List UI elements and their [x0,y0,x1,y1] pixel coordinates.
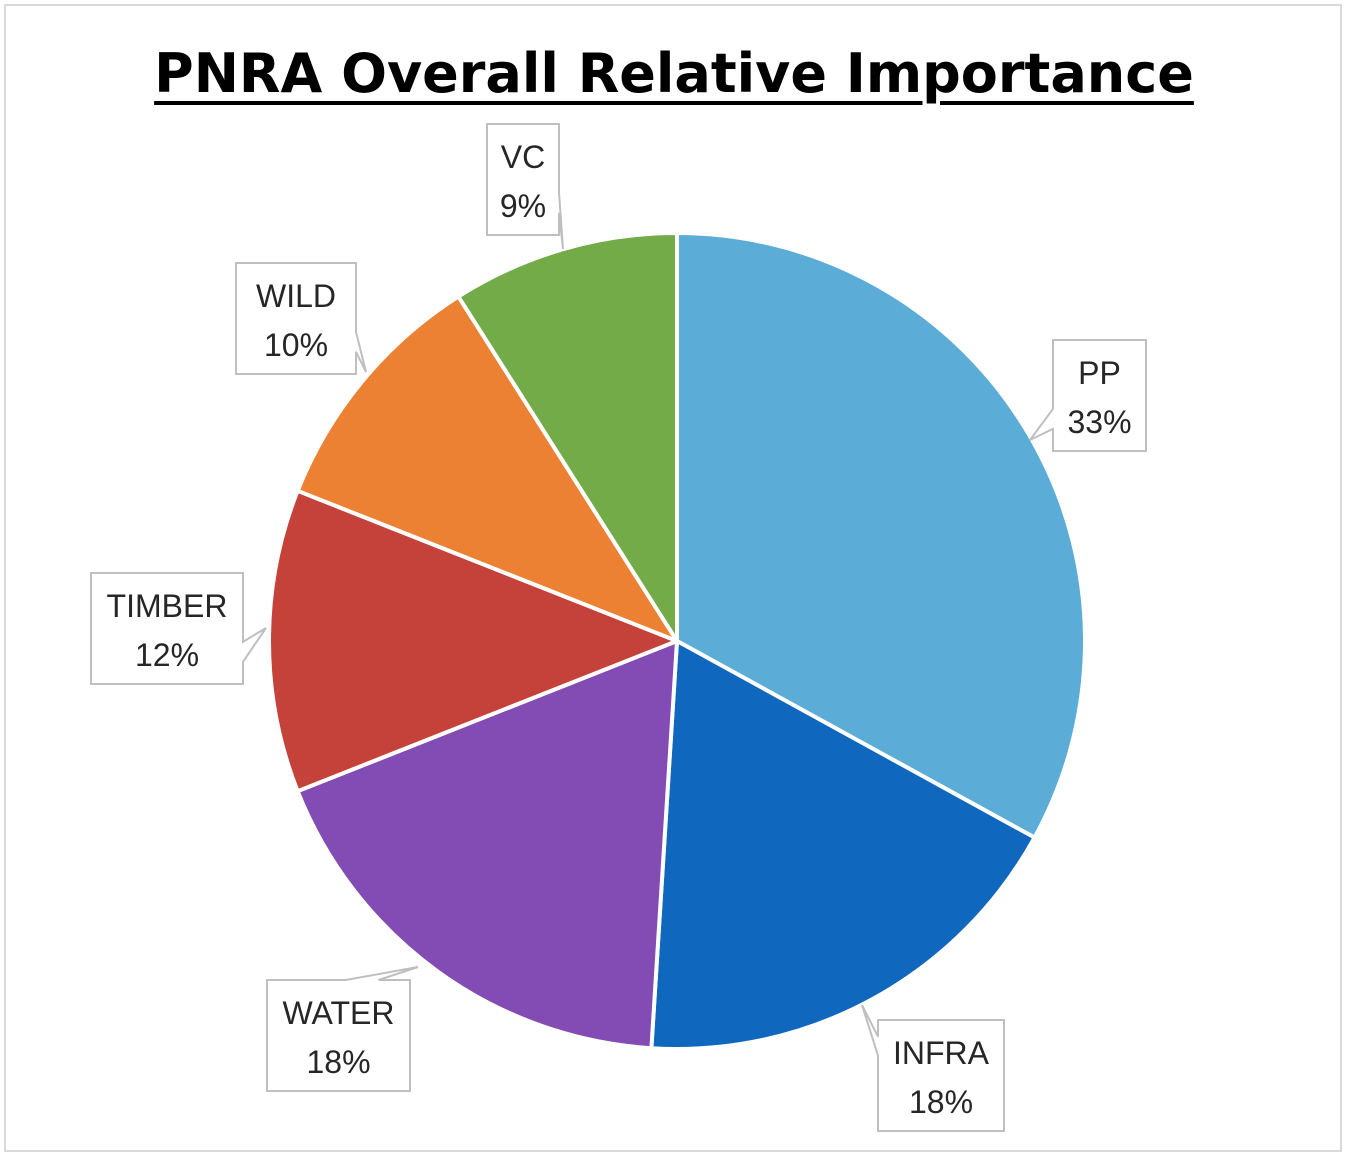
callout-box [486,123,564,250]
data-label-percent: 9% [500,188,546,224]
slices-layer [267,231,1087,1051]
data-label-category: TIMBER [107,588,228,624]
pie-slice-infra [649,639,1037,1051]
pie-slice-water [295,639,679,1051]
callouts-layer: PP 33% INFRA 18% WATER 18% TIMBER 12% WILD 10% VC 9… [90,123,1147,1132]
chart-title-text: PNRA Overall Relative Importance [154,42,1194,105]
data-label-category: WILD [256,278,336,314]
data-label-vc: VC 9% [486,123,564,250]
data-label-percent: 12% [135,637,199,673]
data-label-category: PP [1078,355,1121,391]
chart-title: PNRA Overall Relative Importance [0,42,1348,105]
callout-box [90,572,267,685]
data-label-category: INFRA [893,1035,990,1071]
pie-slice-vc [456,231,679,643]
data-label-percent: 33% [1067,404,1131,440]
callout-box [861,1004,1005,1132]
callout-box [235,262,367,375]
data-label-pp: PP 33% [1029,339,1147,452]
pie-slice-wild [295,294,679,643]
data-label-percent: 10% [264,327,328,363]
pie-slice-pp [675,231,1087,840]
data-label-timber: TIMBER 12% [90,572,267,685]
data-label-water: WATER 18% [266,966,419,1092]
data-label-wild: WILD 10% [235,262,367,375]
data-label-infra: INFRA 18% [861,1004,1005,1132]
callout-box [266,966,419,1092]
callout-box [1029,339,1147,452]
data-label-percent: 18% [909,1084,973,1120]
pie-slice-timber [267,488,679,794]
data-label-category: WATER [283,995,395,1031]
data-label-category: VC [501,139,545,175]
data-label-percent: 18% [306,1044,370,1080]
